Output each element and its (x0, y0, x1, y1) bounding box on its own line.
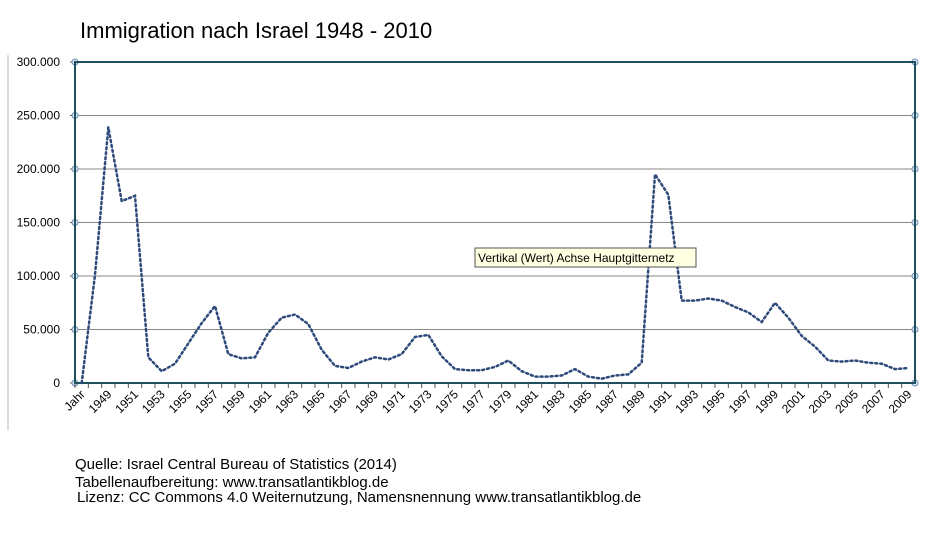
x-tick-label: 1971 (379, 387, 408, 416)
x-tick-label: 1965 (299, 387, 328, 416)
x-tick-label: 1961 (246, 387, 275, 416)
x-tick-label: 1999 (752, 387, 781, 416)
x-tick-label: 1959 (219, 387, 248, 416)
y-tick-label: 50.000 (23, 323, 60, 337)
tooltip: Vertikal (Wert) Achse Hauptgitternetz (478, 251, 675, 265)
x-tick-label: 2001 (779, 387, 808, 416)
plot-frame (74, 61, 916, 384)
x-tick-label: 1951 (112, 387, 141, 416)
x-tick-label: 1955 (166, 387, 195, 416)
x-tick-label: 1963 (272, 387, 301, 416)
tooltip-box (474, 247, 697, 268)
y-tick-label: 0 (53, 376, 60, 390)
x-tick-label: 1949 (86, 387, 115, 416)
x-tick-label: 1997 (726, 387, 755, 416)
x-tick-label: 2005 (832, 387, 861, 416)
chart-title: Immigration nach Israel 1948 - 2010 (80, 18, 432, 43)
x-tick-label: 1969 (352, 387, 381, 416)
x-tick-label: 1989 (619, 387, 648, 416)
x-tick-label: 2003 (806, 387, 835, 416)
x-tick-label: 1957 (192, 387, 221, 416)
x-tick-label: 1993 (672, 387, 701, 416)
x-tick-label: 1985 (566, 387, 595, 416)
x-tick-label: 1967 (326, 387, 355, 416)
y-tick-label: 150.000 (17, 216, 61, 230)
x-tick-label: 1979 (486, 387, 515, 416)
y-tick-label: 100.000 (17, 269, 61, 283)
x-tick-label: 2007 (859, 387, 888, 416)
x-tick-label: 1981 (512, 387, 541, 416)
x-tick-label: Jahr (61, 387, 87, 413)
x-tick-label: 1991 (646, 387, 675, 416)
x-tick-label: 1953 (139, 387, 168, 416)
x-tick-label: 1975 (432, 387, 461, 416)
x-tick-label: 2009 (886, 387, 915, 416)
data-line (80, 127, 910, 385)
note: Lizenz: CC Commons 4.0 Weiternutzung, Na… (77, 489, 641, 506)
note: Tabellenaufbereitung: www.transatlantikb… (75, 474, 389, 491)
y-tick-label: 250.000 (17, 109, 61, 123)
x-tick-label: 1977 (459, 387, 488, 416)
x-tick-label: 1987 (592, 387, 621, 416)
y-tick-label: 300.000 (17, 55, 61, 69)
x-tick-label: 1995 (699, 387, 728, 416)
x-tick-label: 1973 (406, 387, 435, 416)
y-tick-label: 200.000 (17, 162, 61, 176)
x-tick-label: 1983 (539, 387, 568, 416)
note: Quelle: Israel Central Bureau of Statist… (75, 456, 397, 473)
